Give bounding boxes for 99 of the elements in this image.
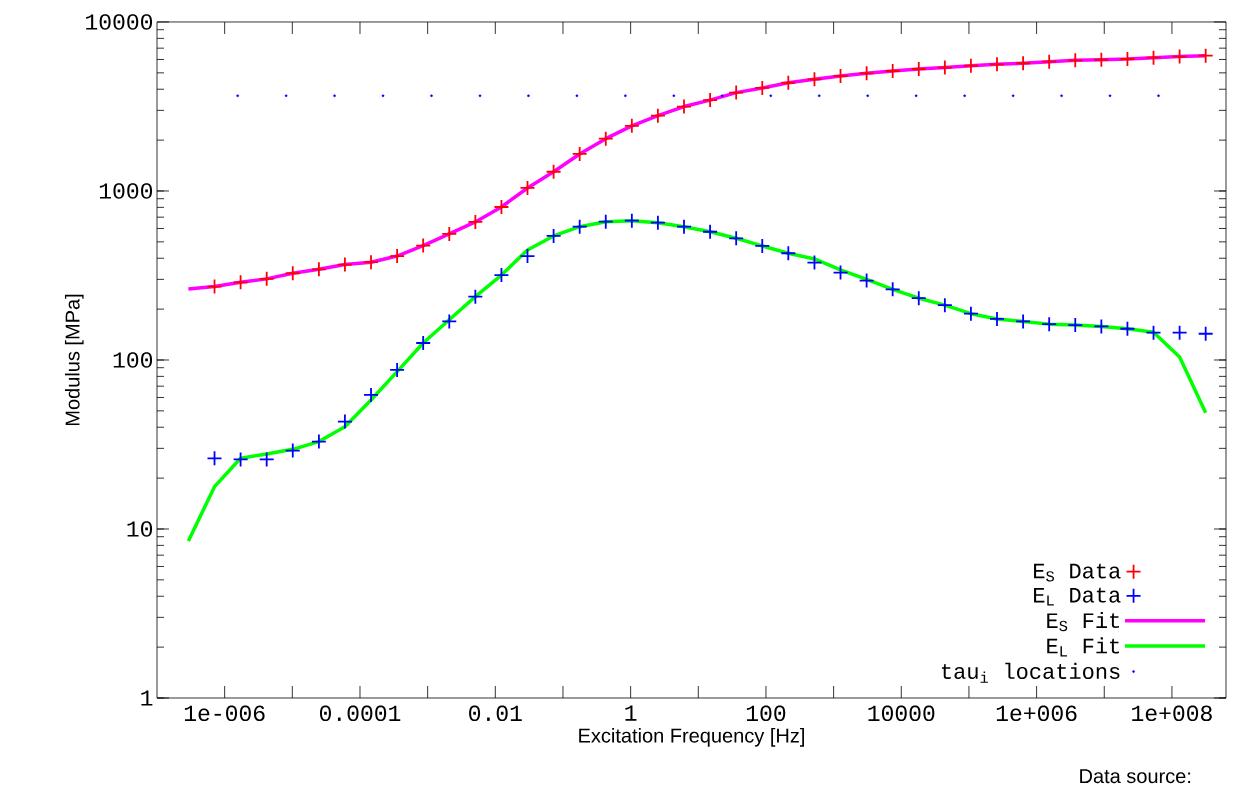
point	[1171, 324, 1188, 341]
point	[702, 223, 718, 240]
point	[832, 68, 849, 84]
point	[389, 362, 406, 378]
point	[363, 387, 379, 403]
point	[832, 264, 849, 281]
point	[441, 226, 458, 242]
point	[597, 213, 614, 230]
point	[337, 256, 353, 273]
point	[232, 274, 249, 291]
point	[676, 98, 692, 115]
point	[310, 433, 327, 450]
legend-label: E$_{S}$ Data	[1034, 563, 1121, 582]
point	[963, 57, 979, 74]
point	[1119, 51, 1136, 67]
legend-label: E$_{L}$ Data	[1034, 587, 1121, 606]
point	[571, 146, 588, 162]
point	[206, 450, 223, 467]
x-tick-label: 100	[746, 705, 786, 722]
point	[623, 212, 640, 229]
x-tick-label: 0.0001	[319, 705, 401, 722]
point	[936, 297, 953, 314]
point	[780, 74, 797, 91]
point	[1015, 313, 1032, 330]
point	[493, 199, 510, 215]
point	[467, 288, 484, 305]
point	[754, 80, 771, 96]
point	[1197, 325, 1214, 342]
legend-label: E$_{L}$ Fit	[1047, 637, 1119, 657]
point	[623, 117, 640, 134]
point	[597, 130, 614, 147]
point	[963, 305, 979, 322]
point	[806, 254, 823, 271]
point	[650, 107, 666, 124]
point	[337, 413, 353, 430]
y-tick-label: 100	[113, 352, 153, 368]
y-tick-label: 1000	[99, 183, 153, 199]
point	[415, 237, 432, 254]
point	[1093, 318, 1110, 335]
point	[884, 281, 901, 298]
point	[232, 451, 249, 468]
point	[728, 230, 745, 247]
point	[545, 163, 562, 180]
point	[441, 313, 458, 330]
point	[258, 451, 275, 468]
legend-label: E$_{S}$ Fit	[1047, 611, 1119, 632]
y-tick-label: 10000	[86, 14, 153, 30]
point	[650, 214, 666, 231]
x-tick-label: 1e-006	[184, 705, 265, 722]
point	[1015, 55, 1032, 72]
point	[1197, 47, 1214, 64]
point	[545, 228, 562, 244]
point	[493, 267, 510, 283]
point	[1119, 320, 1136, 337]
point	[702, 92, 718, 108]
point	[519, 180, 536, 196]
source-note: Data source:	[1080, 769, 1191, 784]
point	[1067, 52, 1084, 69]
point	[989, 311, 1005, 327]
x-tick-label: 10000	[868, 705, 935, 722]
point	[806, 71, 823, 88]
point	[676, 218, 692, 235]
point	[571, 218, 588, 235]
x-axis-title: Excitation Frequency [Hz]	[579, 727, 804, 747]
point	[1041, 316, 1058, 333]
point	[284, 442, 301, 459]
x-tick-label: 0.01	[469, 705, 522, 722]
point	[1093, 51, 1110, 68]
y-axis-title: Modulus [MPa]	[64, 294, 84, 426]
point	[754, 238, 771, 254]
point	[389, 248, 406, 264]
point	[910, 61, 927, 77]
point	[884, 63, 901, 79]
point	[1041, 53, 1058, 70]
x-tick-label: 1e+008	[1132, 705, 1212, 722]
legend-label: tau$_{i}$ locations	[941, 662, 1120, 683]
point	[728, 84, 745, 101]
point	[858, 65, 875, 82]
point	[415, 335, 432, 351]
y-tick-label: 1	[141, 690, 153, 706]
point	[858, 272, 875, 289]
point	[284, 265, 301, 282]
point	[936, 59, 953, 76]
point	[1171, 48, 1188, 65]
point	[519, 248, 536, 264]
point	[1067, 317, 1084, 333]
point	[310, 261, 327, 278]
point	[910, 290, 927, 307]
point	[989, 56, 1005, 73]
point	[780, 245, 797, 262]
x-tick-label: 1	[625, 705, 637, 721]
point	[258, 270, 275, 287]
point	[363, 254, 379, 271]
point	[467, 214, 484, 230]
y-tick-label: 10	[127, 521, 153, 537]
point	[1145, 324, 1162, 341]
point	[206, 278, 223, 295]
x-tick-label: 1e+006	[996, 705, 1077, 722]
point	[1145, 49, 1162, 66]
